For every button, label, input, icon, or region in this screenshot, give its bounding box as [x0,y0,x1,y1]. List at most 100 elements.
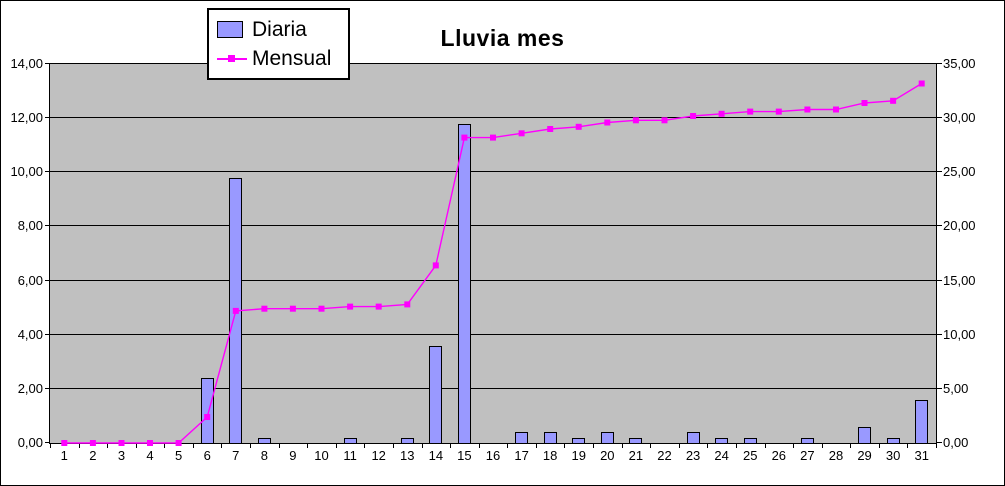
x-axis-tick [307,444,309,448]
x-axis-label-19: 19 [571,448,586,463]
x-axis-label-31: 31 [914,448,929,463]
x-axis-label-20: 20 [600,448,615,463]
x-axis-label-7: 7 [232,448,240,463]
bar-day-24 [715,438,729,443]
gridline [50,63,936,64]
right-axis-label: 10,00 [943,326,976,342]
bar-day-30 [886,438,900,443]
right-axis-tick [937,171,942,173]
bar-day-6 [200,378,214,443]
bar-day-8 [257,438,271,443]
x-axis-label-6: 6 [203,448,211,463]
left-axis-tick [45,171,50,173]
x-axis-tick [650,444,652,448]
x-axis-label-3: 3 [117,448,126,463]
bar-day-27 [800,438,814,443]
bar-day-11 [343,438,357,443]
left-axis-label: 0,00 [17,435,43,450]
bar-day-14 [429,346,443,443]
bar-day-29 [858,427,872,443]
legend-item-diaria: Diaria [217,15,348,44]
x-axis-label-2: 2 [89,448,97,463]
x-axis-tick [78,444,80,448]
right-axis-tick [937,442,942,443]
x-axis-label-4: 4 [146,448,154,463]
x-axis-label-11: 11 [343,448,357,463]
line-series-swatch [217,54,247,62]
bar-day-15 [457,124,471,443]
x-axis-tick [907,444,909,448]
right-axis-label: 0,00 [943,435,969,450]
x-axis-tick [250,444,252,448]
right-axis-tick [937,63,942,64]
right-axis-label: 15,00 [943,272,976,288]
x-axis-label-10: 10 [314,448,329,463]
bar-series-swatch [217,21,243,38]
legend-label-diaria: Diaria [252,17,307,41]
right-axis-label: 5,00 [943,380,969,396]
left-axis-label: 4,00 [17,326,43,342]
x-axis-label-15: 15 [457,448,472,463]
right-axis-tick [937,333,942,335]
right-axis-tick [937,387,942,389]
right-axis-tick [937,117,942,119]
x-axis-tick [50,444,51,448]
legend-item-mensual: Mensual [217,44,348,73]
plot-area [49,63,937,444]
x-axis-label-14: 14 [428,448,444,463]
right-axis-label: 35,00 [943,56,976,71]
x-axis-tick [850,444,852,448]
right-axis-tick [937,225,942,227]
x-axis-label-24: 24 [714,448,729,463]
x-axis-label-16: 16 [485,448,501,463]
x-axis-tick [421,444,423,448]
x-axis-label-29: 29 [857,448,872,463]
x-axis-tick [564,444,566,448]
x-axis-label-1: 1 [60,448,68,463]
left-axis-tick [45,387,50,389]
bar-day-31 [915,400,929,443]
gridline [50,333,936,335]
left-axis-label: 14,00 [10,56,43,71]
x-axis-label-23: 23 [685,448,701,463]
x-axis-tick [735,444,737,448]
x-axis-label-8: 8 [260,448,268,463]
left-axis-label: 10,00 [10,164,43,180]
x-axis-label-13: 13 [400,448,415,463]
x-axis-label-27: 27 [800,448,815,463]
x-axis-label-5: 5 [174,448,183,463]
x-axis-tick [364,444,366,448]
x-axis-tick [535,444,537,448]
left-axis-tick [45,333,50,335]
x-axis-label-25: 25 [742,448,758,463]
bar-day-18 [543,432,557,443]
gridline [50,387,936,389]
x-axis-tick [278,444,280,448]
x-axis-tick [107,444,109,448]
x-axis-tick [192,444,194,448]
x-axis-label-12: 12 [371,448,386,463]
right-axis-label: 30,00 [943,110,976,126]
chart-title: Lluvia mes [440,25,565,51]
x-axis-tick [621,444,623,448]
x-axis-tick [936,444,937,448]
x-axis-label-30: 30 [885,448,901,463]
left-axis-tick [45,225,50,227]
x-axis-tick [678,444,680,448]
right-axis-label: 20,00 [943,218,976,234]
gridline [50,171,936,173]
x-axis-tick [764,444,766,448]
right-axis-label: 25,00 [943,164,976,180]
right-axis-tick [937,279,942,281]
x-axis-label-28: 28 [828,448,844,463]
x-axis-tick [821,444,823,448]
x-axis-tick [135,444,137,448]
gridline [50,279,936,281]
line-marker-icon [228,54,235,62]
gridline [50,225,936,227]
x-axis-label-22: 22 [657,448,672,463]
gridline [50,117,936,119]
legend-label-mensual: Mensual [252,46,332,70]
x-axis-tick [335,444,337,448]
left-axis-label: 12,00 [10,110,43,126]
